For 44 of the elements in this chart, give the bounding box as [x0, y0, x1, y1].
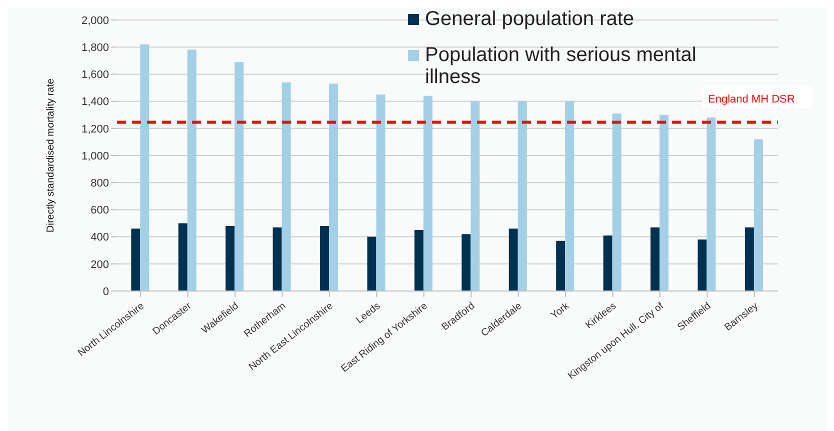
bar [272, 227, 282, 291]
y-tick-label: 1,800 [81, 42, 109, 54]
bar [660, 114, 669, 291]
bar [508, 228, 518, 291]
bar [706, 118, 716, 291]
bar [565, 101, 574, 291]
bar [140, 44, 150, 291]
legend-label: General population rate [425, 8, 634, 30]
y-tick-label: 1,600 [81, 69, 109, 82]
legend-label: Population with serious mental illness [425, 44, 698, 88]
bar [282, 82, 291, 291]
bar [462, 234, 471, 291]
y-tick-label: 0 [102, 286, 109, 298]
bar [367, 236, 376, 291]
bar [603, 235, 612, 291]
y-tick-label: 600 [90, 204, 109, 217]
bar [320, 226, 330, 291]
bar [423, 96, 432, 291]
bar [131, 228, 140, 291]
bar [226, 226, 235, 291]
bar [470, 101, 480, 291]
bar [612, 113, 622, 291]
bar [518, 101, 527, 291]
bar [556, 240, 566, 291]
bar [329, 84, 338, 291]
bar [698, 240, 707, 291]
y-tick-label: 1,400 [81, 96, 109, 108]
bar [178, 223, 188, 291]
bar [744, 227, 754, 291]
y-tick-label: 800 [90, 178, 109, 190]
bar [650, 227, 660, 291]
bar [414, 230, 424, 291]
bar [754, 139, 763, 291]
y-tick-label: 1,200 [81, 123, 109, 136]
bar [187, 50, 196, 291]
y-tick-label: 400 [90, 232, 109, 244]
bar [234, 62, 244, 291]
y-axis-title: Directly standardised mortality rate [46, 78, 57, 232]
x-tick-label: York [549, 300, 572, 322]
y-tick-label: 200 [90, 258, 109, 271]
bar [376, 94, 386, 291]
ref-line-label: England MH DSR [708, 93, 795, 106]
y-tick-label: 1,000 [81, 150, 109, 162]
y-tick-label: 2,000 [81, 14, 109, 27]
